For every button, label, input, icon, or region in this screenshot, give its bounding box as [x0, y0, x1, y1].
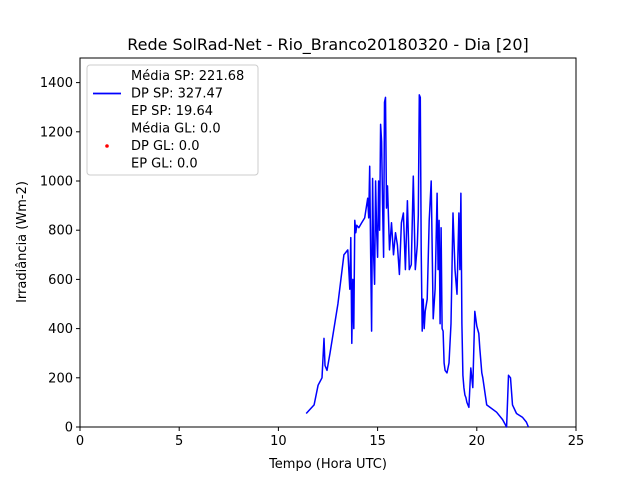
x-tick-label: 10 — [270, 434, 287, 449]
y-tick-label: 600 — [48, 273, 73, 288]
legend-entry-sp: Média SP: 221.68 — [131, 69, 244, 84]
y-axis-title: Irradiância (Wm-2) — [15, 181, 30, 303]
y-axis: 0 200 400 600 800 1000 1200 1400 — [40, 76, 80, 436]
legend-entry-sp: EP SP: 19.64 — [131, 104, 213, 119]
legend-entry-gl: DP GL: 0.0 — [131, 139, 200, 154]
x-tick-label: 5 — [175, 434, 183, 449]
y-tick-label: 800 — [48, 224, 73, 239]
legend-entry-gl: EP GL: 0.0 — [131, 157, 198, 172]
plot-area — [79, 57, 577, 428]
y-tick-label: 200 — [48, 371, 73, 386]
series-layer — [305, 94, 530, 428]
legend-box — [86, 64, 259, 176]
x-axis: 0 5 10 15 20 25 — [76, 427, 584, 449]
x-tick-label: 25 — [568, 434, 585, 449]
y-tick-label: 0 — [65, 421, 73, 436]
x-tick-label: 15 — [369, 434, 386, 449]
y-tick-label: 1200 — [40, 125, 73, 140]
x-tick-label: 0 — [76, 434, 84, 449]
legend: Média SP: 221.68 DP SP: 327.47 EP SP: 19.6… — [86, 64, 259, 176]
series-line-sp — [305, 94, 530, 428]
legend-entry-gl: Média GL: 0.0 — [131, 122, 221, 137]
legend-entry-sp: DP SP: 327.47 — [131, 87, 223, 102]
legend-handle-gl — [105, 144, 109, 148]
x-axis-title: Tempo (Hora UTC) — [268, 457, 387, 472]
plot-frame — [79, 57, 577, 428]
y-tick-label: 400 — [48, 322, 73, 337]
x-tick-label: 20 — [469, 434, 486, 449]
chart-title: Rede SolRad-Net - Rio_Branco20180320 - D… — [127, 35, 529, 55]
y-tick-label: 1400 — [40, 76, 73, 91]
y-tick-label: 1000 — [40, 175, 73, 190]
